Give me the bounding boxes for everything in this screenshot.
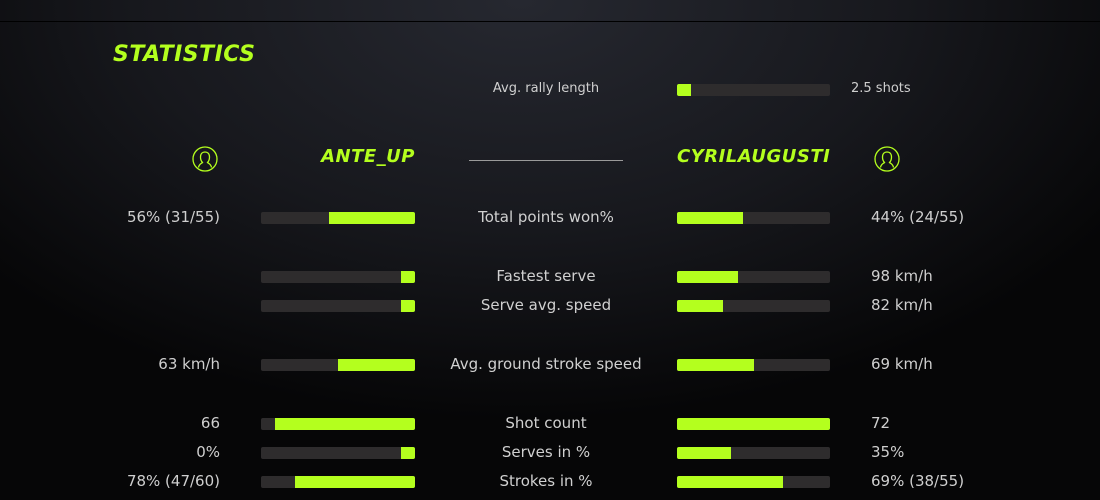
bar-fill [677, 84, 691, 96]
rally-value: 2.5 shots [851, 81, 911, 96]
right-bar [677, 418, 830, 430]
bar-fill [677, 476, 783, 488]
left-bar [261, 212, 415, 224]
left-value: 63 km/h [158, 355, 220, 373]
bar-fill [401, 300, 415, 312]
stat-row-rally: Avg. rally length 2.5 shots [0, 80, 1100, 100]
stat-label: Shot count [505, 414, 587, 432]
user-icon [874, 146, 900, 172]
left-value: 0% [196, 443, 220, 461]
stat-row: Fastest serve 98 km/h [0, 267, 1100, 287]
left-value: 78% (47/60) [126, 472, 220, 490]
right-bar [677, 359, 830, 371]
stat-label: Total points won% [478, 208, 614, 226]
right-bar [677, 212, 830, 224]
stat-row: 56% (31/55) Total points won% 44% (24/55… [0, 208, 1100, 228]
player-name-left: ANTE_UP [321, 146, 415, 167]
left-bar [261, 418, 415, 430]
stat-row: 78% (47/60) Strokes in % 69% (38/55) [0, 472, 1100, 492]
bar-fill [294, 476, 415, 488]
right-value: 82 km/h [871, 296, 933, 314]
player-name-right: CYRILAUGUSTI [677, 146, 831, 167]
bar-fill [677, 271, 739, 283]
right-bar [677, 476, 830, 488]
right-value: 44% (24/55) [871, 208, 965, 226]
bar-fill [677, 418, 830, 430]
left-bar [261, 271, 415, 283]
right-bar [677, 447, 830, 459]
right-value: 72 [871, 414, 891, 432]
left-value: 66 [200, 414, 220, 432]
left-bar [261, 476, 415, 488]
bar-fill [338, 359, 415, 371]
header-divider [469, 160, 623, 161]
bar-fill [677, 212, 743, 224]
bar-fill [677, 300, 723, 312]
user-icon [192, 146, 218, 172]
bar-fill [401, 271, 415, 283]
stat-label: Avg. ground stroke speed [450, 355, 642, 373]
right-bar [677, 300, 830, 312]
right-value: 35% [871, 443, 905, 461]
bar-fill [677, 447, 731, 459]
stat-row: 63 km/h Avg. ground stroke speed 69 km/h [0, 355, 1100, 375]
right-value: 98 km/h [871, 267, 933, 285]
left-value: 56% (31/55) [126, 208, 220, 226]
left-bar [261, 300, 415, 312]
right-value: 69 km/h [871, 355, 933, 373]
stat-label: Serves in % [501, 443, 591, 461]
right-value: 69% (38/55) [871, 472, 965, 490]
top-divider [0, 21, 1100, 22]
bar-fill [328, 212, 415, 224]
stat-label: Serve avg. speed [480, 296, 612, 314]
stat-row: Serve avg. speed 82 km/h [0, 296, 1100, 316]
stat-label: Avg. rally length [492, 81, 600, 96]
stat-row: 0% Serves in % 35% [0, 443, 1100, 463]
bar-fill [274, 418, 415, 430]
right-bar [677, 271, 830, 283]
bar-fill [677, 359, 754, 371]
stat-label: Fastest serve [496, 267, 596, 285]
stat-row: 66 Shot count 72 [0, 414, 1100, 434]
left-bar [261, 447, 415, 459]
page-title: STATISTICS [113, 42, 256, 67]
rally-bar [677, 84, 830, 96]
bar-fill [401, 447, 415, 459]
left-bar [261, 359, 415, 371]
stat-label: Strokes in % [499, 472, 593, 490]
